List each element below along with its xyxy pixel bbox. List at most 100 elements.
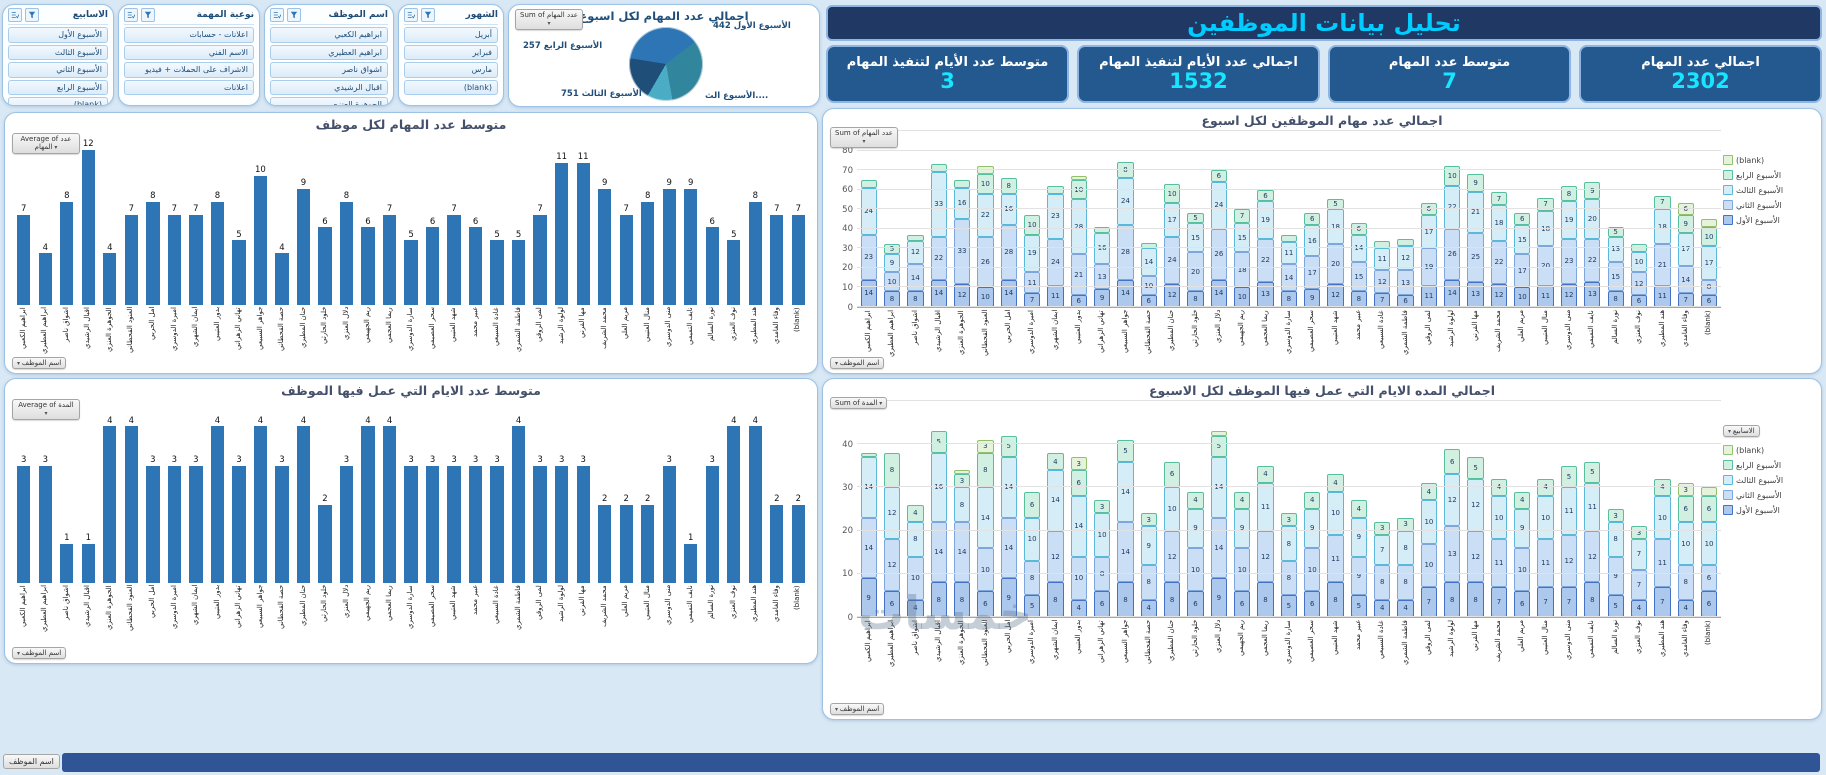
bar-column: 4 <box>723 403 745 583</box>
x-axis-label: خلود الحارثي <box>1191 620 1199 658</box>
x-axis-label: جواهر السبيعي <box>1121 310 1129 354</box>
stacked-segment: 4 <box>1327 474 1344 492</box>
stacked-segment: 12 <box>907 240 924 264</box>
bar <box>468 465 483 583</box>
stacked-segment: 15 <box>1187 222 1204 253</box>
values-field-button[interactable]: Sum of المدة <box>830 397 888 410</box>
slicer-item[interactable]: الأسبوع الأول <box>8 27 108 43</box>
slicer-item[interactable]: الأسبوع الرابع <box>8 79 108 96</box>
slicer-item[interactable]: الأسبوع الثالث <box>8 44 108 61</box>
stacked-segment: 14 <box>1210 517 1227 579</box>
bar-value-label: 3 <box>279 455 285 466</box>
stacked-segment: 14 <box>930 279 947 307</box>
slicer-item[interactable]: فبراير <box>404 44 498 61</box>
x-axis-label: شهد العتيبي <box>1331 620 1339 655</box>
stacked-segment: 5 <box>1000 435 1017 458</box>
slicer-item[interactable]: (blank) <box>8 97 108 105</box>
stacked-segment: 6 <box>1700 591 1718 617</box>
slicer-item[interactable]: الأسبوع الثاني <box>8 62 108 78</box>
slicer-item[interactable]: الجوهرة العنزي <box>270 97 388 105</box>
multi-select-icon[interactable] <box>124 8 138 22</box>
stacked-segment: 14 <box>1444 279 1461 307</box>
axis-field-button[interactable]: اسم الموظف <box>12 646 67 659</box>
values-field-button[interactable]: Average of عدد المهام <box>12 133 80 154</box>
stacked-segment: 7 <box>1677 293 1694 307</box>
slicer-item[interactable]: أبريل <box>404 27 498 43</box>
bar-column: 4 <box>99 403 121 583</box>
bar-column: 8 <box>207 137 229 305</box>
legend-swatch <box>1723 505 1733 516</box>
x-axis-label: فاطمة الشمري <box>1401 620 1409 665</box>
legend-item: الأسبوع الثاني <box>1723 200 1782 210</box>
values-field-button[interactable]: Average of المدة <box>12 399 80 420</box>
multi-select-icon[interactable] <box>404 8 418 22</box>
stacked-segment: 8 <box>1467 582 1484 617</box>
stacked-segment: 18 <box>1490 205 1508 241</box>
x-axis-label: ريما العجمي <box>1261 620 1269 656</box>
stacked-segment: 10 <box>1093 513 1111 557</box>
stacked-segment: 18 <box>1327 209 1344 245</box>
stacked-bar: 6 10 8 5 <box>1020 401 1043 617</box>
multi-select-icon[interactable] <box>270 8 284 22</box>
stacked-segment: 5 <box>1280 595 1298 617</box>
stacked-segment: 15 <box>1607 262 1624 292</box>
legend-field-button[interactable]: الاسابيع <box>1723 425 1760 438</box>
axis-field-button[interactable]: اسم الموظف <box>830 356 885 369</box>
stacked-bar: 1028216 <box>1067 131 1090 307</box>
axis-field-button[interactable]: اسم الموظف <box>830 702 885 715</box>
clear-filter-icon[interactable] <box>141 8 155 22</box>
bar-column: 2 <box>314 403 336 583</box>
bar-column: 11 <box>572 137 594 305</box>
slicer-item[interactable]: (blank) <box>404 79 498 96</box>
bar-column: 12 <box>78 137 100 305</box>
bar-column: 8 <box>336 137 358 305</box>
slicer-item[interactable]: اقبال الرشيدي <box>270 79 388 96</box>
multi-select-icon[interactable] <box>8 8 22 22</box>
slicer-item[interactable]: اشواق ناصر <box>270 62 388 78</box>
bar <box>490 240 504 305</box>
pie-field-button[interactable]: Sum of عدد المهام <box>515 9 583 30</box>
x-axis-label: عبير محمد <box>1355 310 1363 341</box>
stacked-segment: 7 <box>1560 586 1578 617</box>
slicer-item[interactable]: الاسم الفني <box>124 44 254 61</box>
bar-value-label: 3 <box>537 455 543 466</box>
bar <box>770 504 784 583</box>
legend-item: الأسبوع الثالث <box>1723 185 1783 195</box>
bar-column: 4 <box>121 403 143 583</box>
stacked-segment: 7 <box>1490 191 1508 206</box>
clear-filter-icon[interactable] <box>25 8 39 22</box>
values-field-button[interactable]: Sum of عدد المهام <box>830 127 898 148</box>
sheet-field-button[interactable]: اسم الموظف <box>3 754 60 769</box>
slicer-item[interactable]: ابراهيم الكعبي <box>270 27 388 43</box>
bar-column: 3 <box>572 403 594 583</box>
bar-column: 7 <box>164 137 186 305</box>
bar-column: 3 <box>551 403 573 583</box>
stacked-segment: 9 <box>1677 215 1694 233</box>
stacked-segment: 9 <box>1187 509 1204 548</box>
stacked-segment: 16 <box>1000 193 1017 225</box>
bar-value-label: 3 <box>21 455 27 466</box>
stacked-segment: 8 <box>1397 565 1414 600</box>
slicer-item[interactable]: اعلانات - حسابات <box>124 27 254 43</box>
axis-field-button[interactable]: اسم الموظف <box>12 356 67 369</box>
stacked-bar: 3 8 14 8 <box>950 401 973 617</box>
slicer-item[interactable]: مارس <box>404 62 498 78</box>
stacked-segment: 15 <box>1234 222 1251 253</box>
slicer-task-type: نوعية المهمة اعلانات - حسابات الاسم الفني… <box>118 4 260 106</box>
stacked-bar: 5 14 14 8 <box>1114 401 1137 617</box>
stacked-segment: 10 <box>1163 183 1181 204</box>
stacked-segment: 8 <box>1350 291 1368 307</box>
stacked-segment: 14 <box>930 521 947 583</box>
bar <box>619 214 633 305</box>
slicer-item[interactable]: الاشراف على الحملات + فيديو <box>124 62 254 78</box>
slicer-item[interactable]: ابراهيم العطيري <box>270 44 388 61</box>
x-axis-label: ريم الجهيمي <box>364 585 372 622</box>
y-axis-tick-label: 0 <box>847 302 853 313</box>
legend-item: الأسبوع الأول <box>1723 505 1780 516</box>
bar-column: 4 <box>207 403 229 583</box>
clear-filter-icon[interactable] <box>421 8 435 22</box>
clear-filter-icon[interactable] <box>287 8 301 22</box>
slicer-item[interactable]: اعلانات <box>124 79 254 96</box>
stacked-segment: 3 <box>1070 457 1087 471</box>
